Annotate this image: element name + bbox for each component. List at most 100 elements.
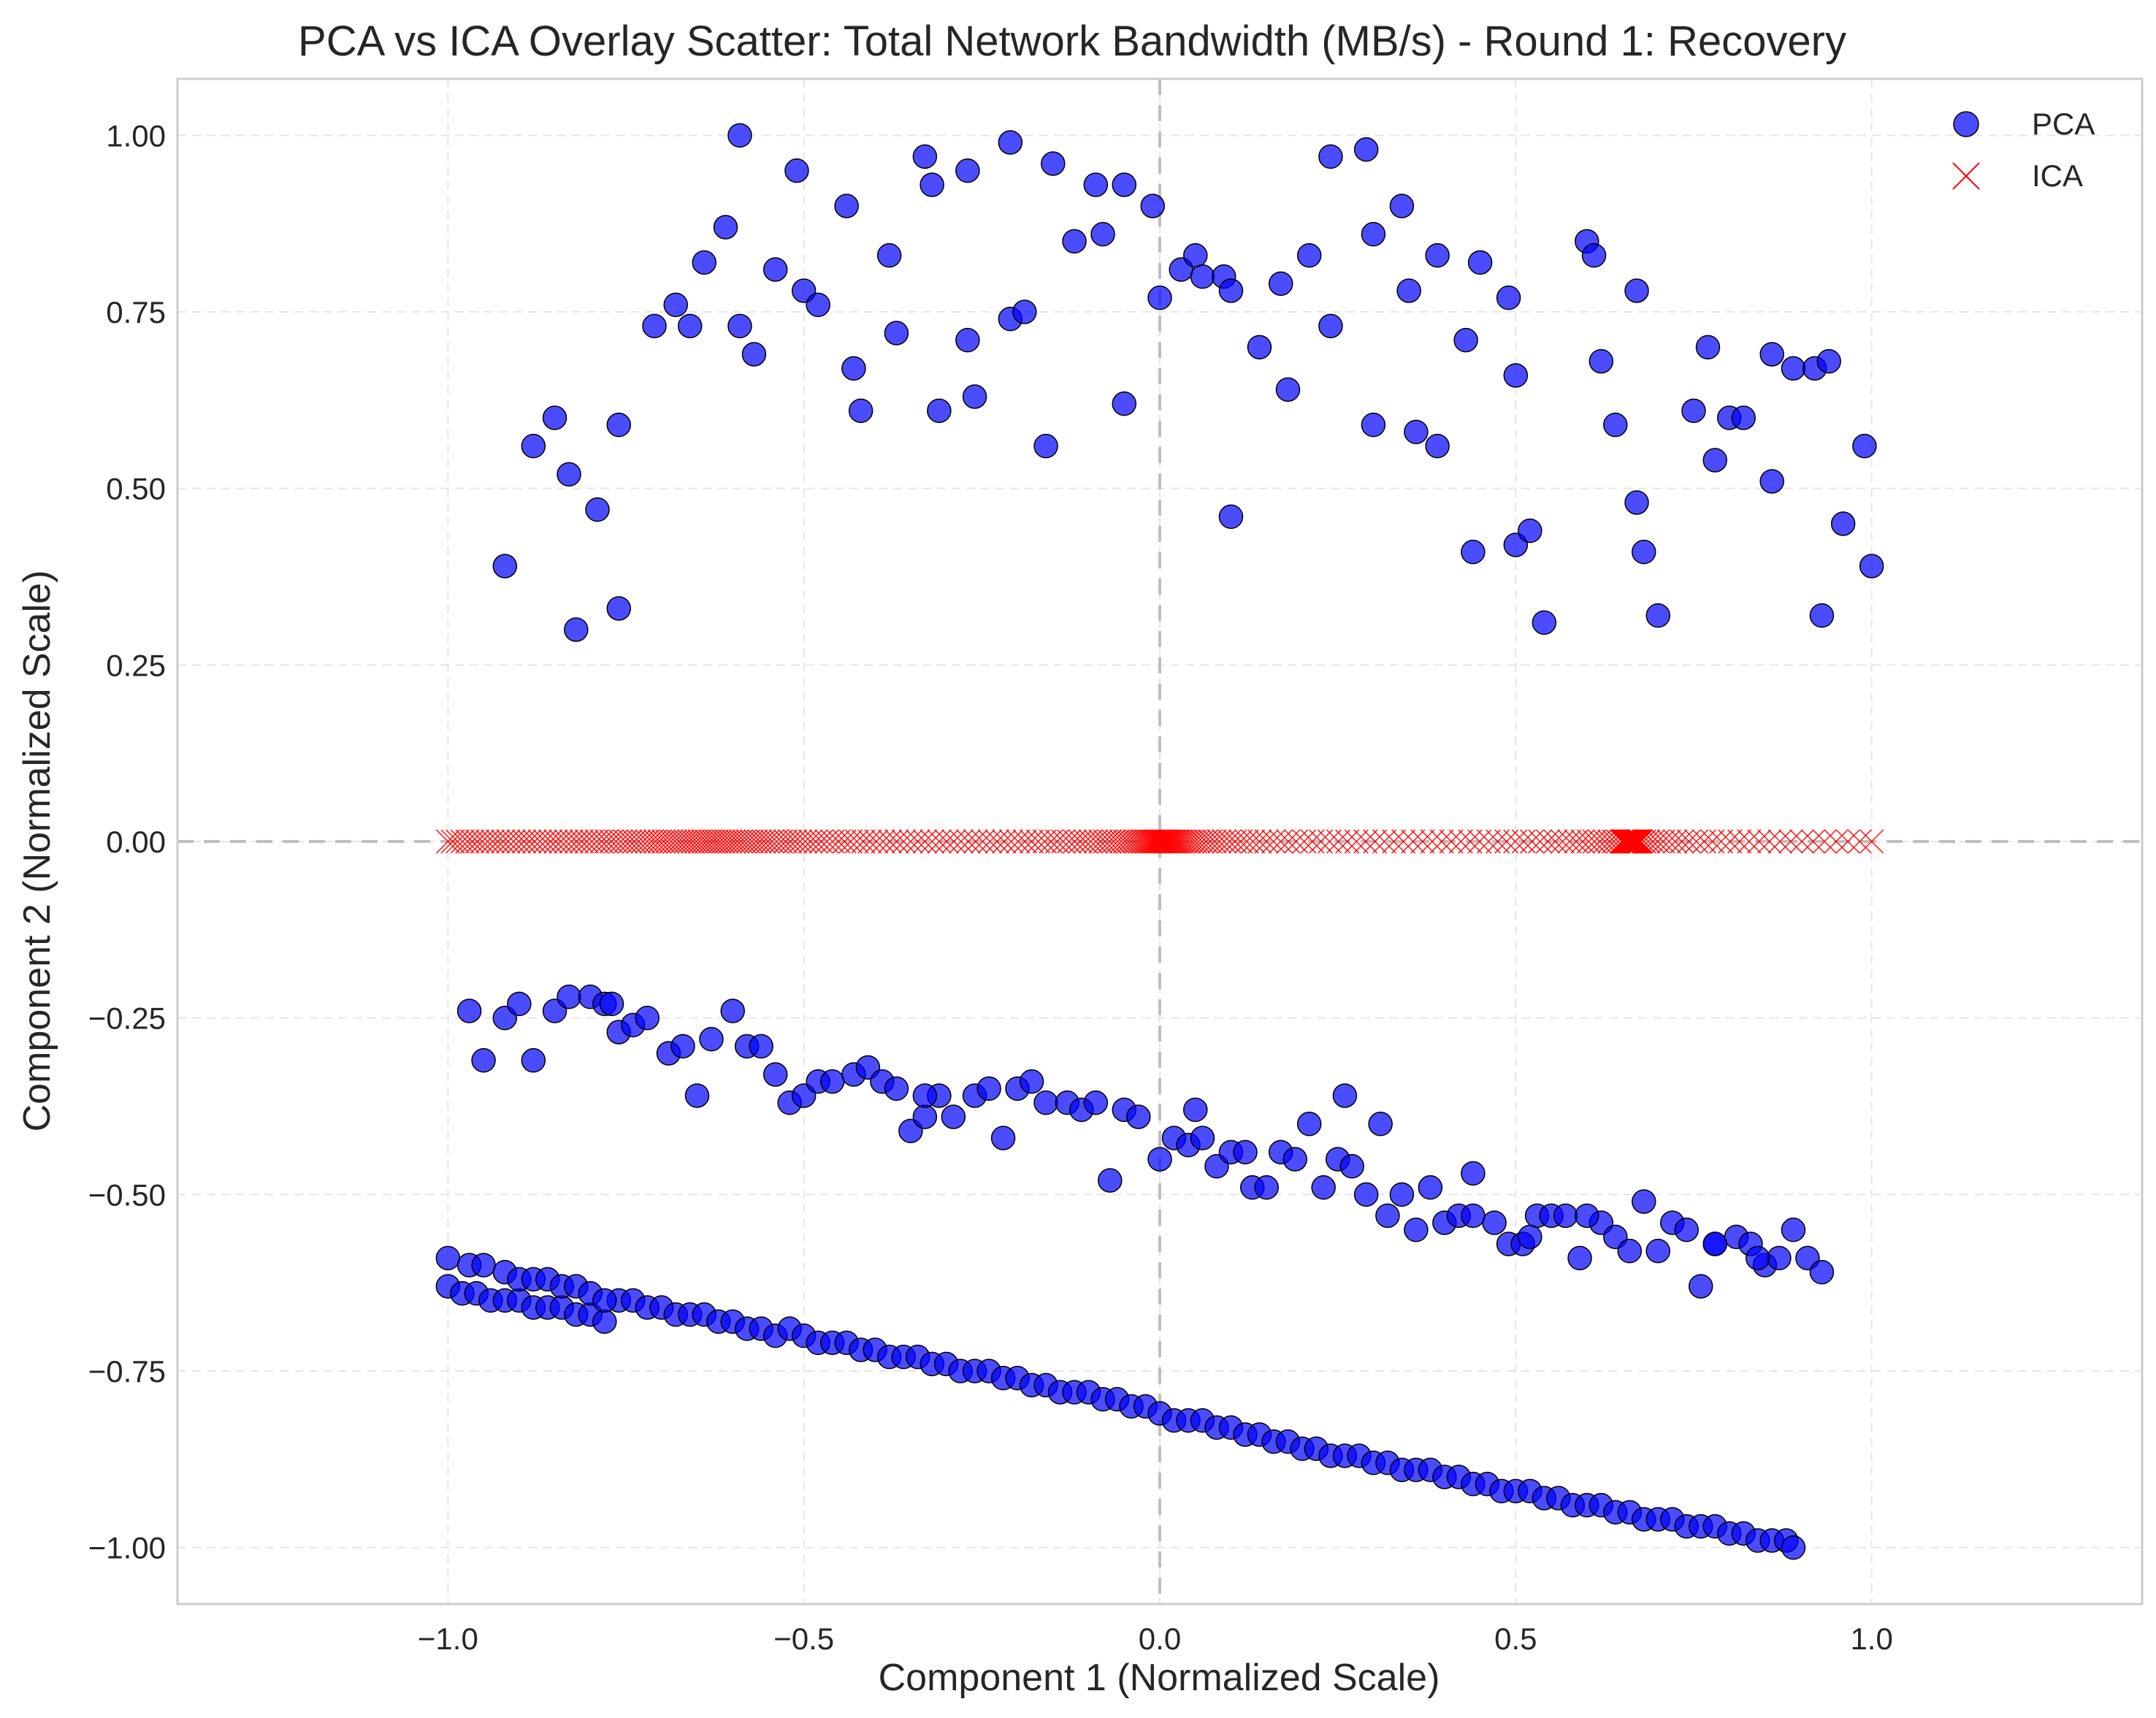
x-tick-label: 0.0 [1139,1622,1181,1656]
ica-point [714,829,739,854]
ica-point [1420,829,1445,854]
pca-point [592,1288,617,1313]
ica-stroke [1621,829,1646,854]
pca-point [920,172,944,197]
ica-point [1617,829,1642,854]
ica-stroke [1381,829,1407,854]
ica-point [808,829,833,854]
ica-stroke [1317,829,1342,854]
ica-stroke [1353,829,1378,854]
ica-stroke [1619,829,1644,854]
ica-stroke [1476,829,1501,854]
ica-stroke [1193,829,1218,854]
pca-point [1809,603,1835,628]
ica-stroke [630,829,656,854]
ica-point [877,829,902,854]
pca-point [1332,1083,1358,1108]
ica-point [608,829,633,854]
ica-stroke [912,829,937,854]
ica-point [1439,829,1464,854]
x-axis-label: Component 1 (Normalized Scale) [879,1657,1440,1699]
ica-point [1198,829,1223,854]
pca-point [1767,1245,1792,1271]
ica-point [1157,829,1182,854]
ica-point [768,829,793,854]
ica-point [1241,829,1266,854]
pca-point [1083,1090,1109,1115]
pca-point [1624,490,1649,515]
pca-point [1781,356,1806,381]
pca-point [1083,172,1109,197]
ica-stroke [1645,829,1670,854]
ica-stroke [613,829,638,854]
ica-stroke [603,829,629,854]
ica-stroke [998,829,1024,854]
pca-point [1759,469,1784,494]
ica-point [949,829,974,854]
pca-point [1033,433,1058,459]
ica-point [626,829,651,854]
ica-stroke [1247,829,1272,854]
ica-stroke [1592,829,1617,854]
pca-point [1396,278,1421,303]
ica-stroke [808,829,833,854]
ica-stroke [1300,829,1325,854]
ica-point [871,829,895,854]
ica-point [1812,829,1837,854]
pca-point [1645,603,1670,628]
ica-point [985,829,1009,854]
ica-stroke [844,829,869,854]
ica-point [1228,829,1253,854]
pca-point [1318,313,1343,339]
ica-point [1670,829,1694,854]
pca-point [1090,221,1115,247]
ica-stroke [832,829,857,854]
pca-point [819,1069,845,1094]
pca-point [884,1076,909,1102]
pca-point [1112,391,1137,416]
ica-point [1778,829,1803,854]
pca-point [1461,1203,1486,1229]
ica-point [956,829,981,854]
x-tick-label: 0.5 [1494,1622,1537,1656]
ica-point [1190,829,1215,854]
pca-point [962,384,987,409]
y-tick-label: −1.00 [88,1531,166,1565]
pca-point [1567,1245,1592,1271]
ica-stroke [681,829,706,854]
legend-pca-marker [1953,111,1979,137]
ica-stroke [1401,829,1426,854]
ica-stroke [1670,829,1694,854]
ica-point [1165,829,1190,854]
pca-point [492,554,518,579]
ica-stroke [1217,829,1242,854]
ica-point [941,829,966,854]
ica-point [1587,829,1613,854]
ica-point [1615,829,1640,854]
ica-stroke [977,829,1003,854]
ica-stroke [764,829,789,854]
ica-stroke [1448,829,1473,854]
pca-point [642,313,667,339]
pca-point [1461,1161,1486,1186]
pca-point [1190,264,1215,289]
ica-stroke [1747,829,1772,854]
ica-point [1019,829,1044,854]
ica-point [803,829,828,854]
ica-point [971,829,995,854]
pca-point [1645,1238,1670,1264]
ica-point [725,829,749,854]
pca-point [727,313,752,339]
ica-stroke [1152,829,1177,854]
pca-point [507,991,532,1017]
pca-point [592,1309,617,1335]
ica-point [722,829,746,854]
pca-point [1218,278,1244,303]
ica-stroke [725,829,749,854]
pca-point [471,1253,496,1278]
pca-point [1632,539,1656,565]
pca-point [1553,1203,1578,1229]
ica-point [1212,829,1236,854]
pca-point [1617,1238,1643,1264]
ica-stroke [768,829,793,854]
